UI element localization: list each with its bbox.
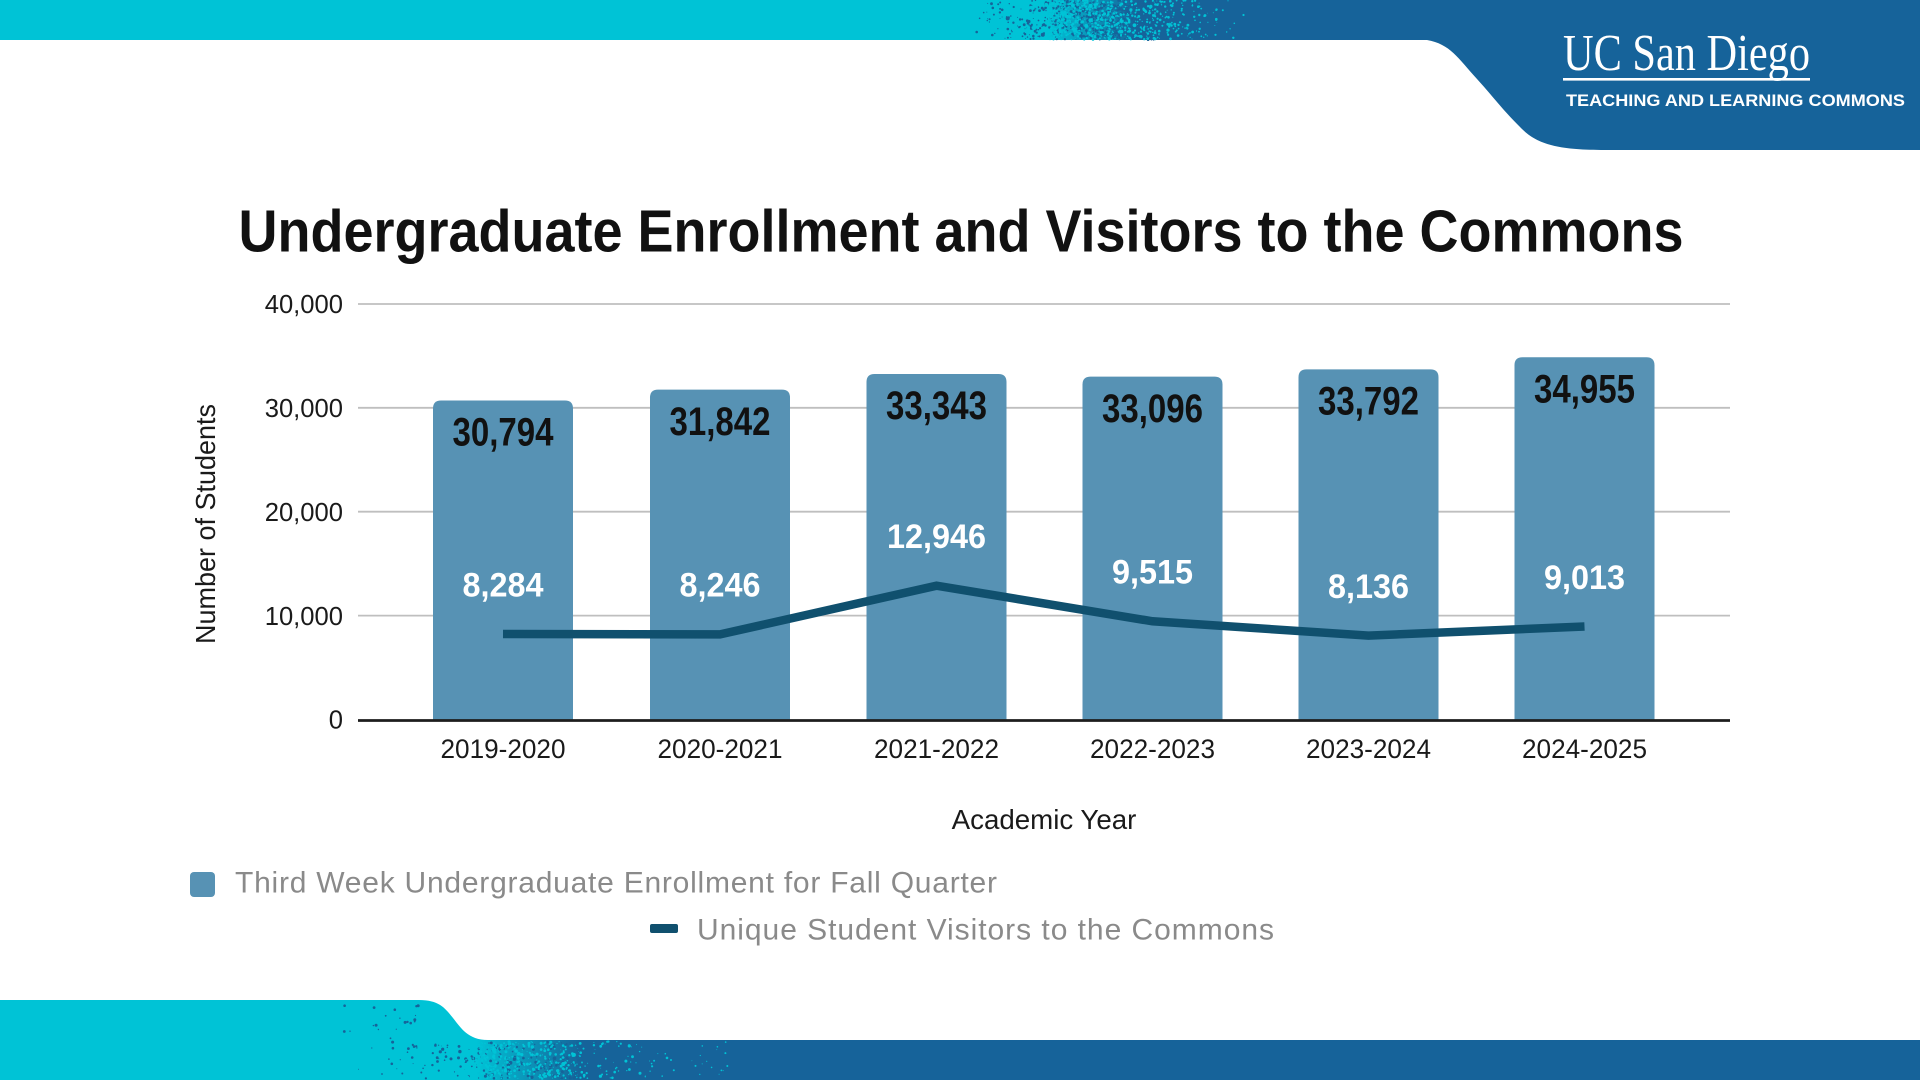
svg-text:2019-2020: 2019-2020 xyxy=(441,734,566,764)
svg-text:8,246: 8,246 xyxy=(680,567,761,605)
svg-text:Third Week Undergraduate Enrol: Third Week Undergraduate Enrollment for … xyxy=(235,867,997,900)
svg-text:8,136: 8,136 xyxy=(1328,568,1409,606)
svg-text:33,792: 33,792 xyxy=(1318,380,1419,424)
svg-text:12,946: 12,946 xyxy=(887,518,986,556)
svg-text:2020-2021: 2020-2021 xyxy=(658,734,783,764)
svg-text:0: 0 xyxy=(329,707,343,735)
svg-text:2022-2023: 2022-2023 xyxy=(1090,734,1215,764)
svg-text:9,515: 9,515 xyxy=(1112,554,1193,592)
svg-text:TEACHING AND LEARNING COMMONS: TEACHING AND LEARNING COMMONS xyxy=(1566,91,1905,110)
svg-text:Undergraduate Enrollment and V: Undergraduate Enrollment and Visitors to… xyxy=(239,197,1684,264)
svg-text:20,000: 20,000 xyxy=(265,499,343,527)
svg-text:Number of Students: Number of Students xyxy=(190,404,221,644)
svg-text:10,000: 10,000 xyxy=(265,603,343,631)
svg-text:2021-2022: 2021-2022 xyxy=(874,734,999,764)
svg-text:30,000: 30,000 xyxy=(265,395,343,423)
svg-text:8,284: 8,284 xyxy=(463,566,544,604)
svg-text:UC San Diego: UC San Diego xyxy=(1563,25,1810,82)
svg-text:2024-2025: 2024-2025 xyxy=(1522,734,1647,764)
svg-text:33,096: 33,096 xyxy=(1102,387,1203,431)
svg-text:33,343: 33,343 xyxy=(886,384,987,428)
svg-text:31,842: 31,842 xyxy=(670,400,771,444)
svg-text:9,013: 9,013 xyxy=(1544,559,1625,597)
svg-text:34,955: 34,955 xyxy=(1534,368,1635,412)
svg-text:Academic Year: Academic Year xyxy=(952,804,1137,835)
svg-text:2023-2024: 2023-2024 xyxy=(1306,734,1431,764)
svg-text:30,794: 30,794 xyxy=(453,411,554,455)
svg-text:40,000: 40,000 xyxy=(265,291,343,319)
svg-text:Unique Student Visitors to the: Unique Student Visitors to the Commons xyxy=(697,914,1274,947)
